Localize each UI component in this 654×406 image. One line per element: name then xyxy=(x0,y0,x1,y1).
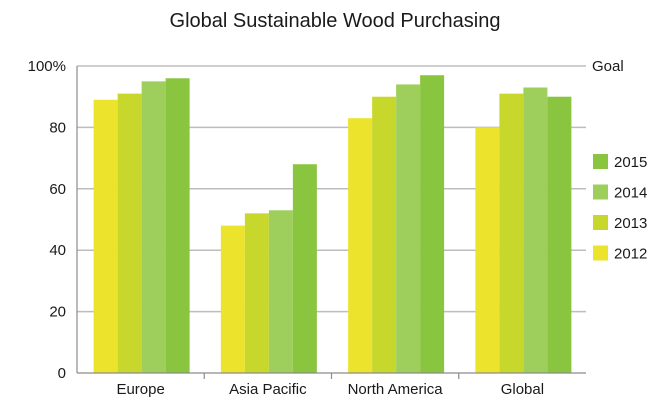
legend-label: 2014 xyxy=(614,185,647,202)
bar xyxy=(523,87,548,374)
axes: 0 20 40 60 80 100% Goal Europe Asia Pacific North… xyxy=(28,58,624,398)
x-category-label: Global xyxy=(501,381,544,398)
bar xyxy=(420,75,445,374)
y-tick-label: 20 xyxy=(49,304,66,321)
legend-label: 2013 xyxy=(614,215,647,232)
y-tick-label: 60 xyxy=(49,181,66,198)
legend: 2015 2014 2013 2012 xyxy=(593,154,647,263)
chart-title: Global Sustainable Wood Purchasing xyxy=(170,10,501,32)
bar xyxy=(547,96,572,373)
bar xyxy=(93,99,118,374)
bar xyxy=(268,210,293,373)
y-tick-label: 40 xyxy=(49,242,66,259)
legend-label: 2012 xyxy=(614,246,647,263)
y-tick-label: 80 xyxy=(49,119,66,136)
x-category-label: North America xyxy=(348,381,444,398)
bar xyxy=(244,213,269,373)
bar xyxy=(396,84,421,374)
bar xyxy=(475,127,500,374)
bar xyxy=(348,118,373,373)
legend-label: 2015 xyxy=(614,154,647,171)
legend-swatch xyxy=(593,215,608,230)
goal-label: Goal xyxy=(592,58,624,75)
y-tick-label: 100% xyxy=(28,58,66,75)
bar xyxy=(499,93,524,373)
bar xyxy=(292,164,317,373)
legend-swatch xyxy=(593,245,608,261)
legend-swatch xyxy=(593,184,608,200)
x-category-label: Europe xyxy=(116,381,164,398)
bar xyxy=(165,78,190,373)
x-category-label: Asia Pacific xyxy=(229,381,307,398)
bar xyxy=(220,225,245,373)
bars xyxy=(93,75,572,374)
legend-swatch xyxy=(593,154,608,169)
bar xyxy=(141,81,166,373)
bar xyxy=(372,96,397,373)
bar xyxy=(117,93,142,373)
y-tick-label: 0 xyxy=(58,365,66,382)
